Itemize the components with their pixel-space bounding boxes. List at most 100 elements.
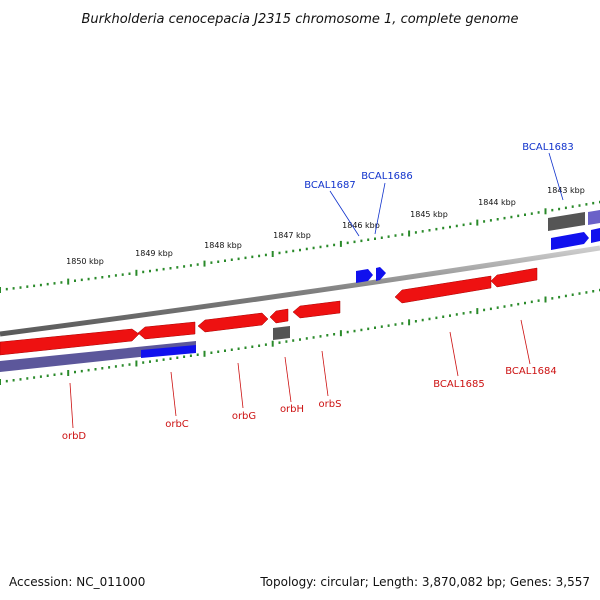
inner-tick <box>380 325 383 328</box>
inner-tick <box>578 292 581 295</box>
gene-orbG[interactable] <box>197 312 269 333</box>
inner-tick <box>258 344 261 347</box>
label-BCAL1683[interactable]: BCAL1683 <box>522 142 574 153</box>
inner-tick <box>360 328 363 332</box>
inner-tick <box>264 343 267 346</box>
outer-tick <box>251 255 254 259</box>
inner-tick <box>60 372 63 376</box>
label-BCAL1684[interactable]: BCAL1684 <box>505 366 557 377</box>
outer-tick <box>46 282 49 286</box>
label-orbS[interactable]: orbS <box>319 399 342 410</box>
outer-tick <box>196 263 199 266</box>
inner-tick <box>510 304 513 307</box>
outer-tick <box>5 287 8 291</box>
inner-tick <box>326 334 329 337</box>
outer-tick <box>176 266 179 269</box>
outer-tick <box>346 241 349 245</box>
gene-BCAL1687[interactable] <box>356 269 373 283</box>
outer-tick <box>476 219 479 226</box>
outer-tick <box>87 277 90 281</box>
inner-tick <box>476 308 479 315</box>
label-orbH[interactable]: orbH <box>280 404 304 415</box>
outer-tick <box>210 261 213 264</box>
outer-tick <box>469 222 472 225</box>
outer-tick <box>169 267 172 270</box>
inner-tick <box>387 324 390 327</box>
pseudo-gene-small[interactable] <box>273 326 290 340</box>
inner-tick <box>374 326 376 329</box>
inner-tick <box>33 376 36 379</box>
inner-tick <box>155 359 158 362</box>
forward-features <box>0 267 538 372</box>
gene-BCAL1683[interactable] <box>551 232 589 250</box>
gene-BCAL1684[interactable] <box>490 267 538 288</box>
outer-tick <box>94 276 97 280</box>
inner-tick <box>544 296 547 303</box>
gene-BCAL1686[interactable] <box>376 267 386 281</box>
inner-tick <box>271 340 274 347</box>
label-BCAL1687[interactable]: BCAL1687 <box>304 180 356 191</box>
inner-tick <box>421 318 424 322</box>
gene-orbC[interactable] <box>137 321 196 340</box>
tick-label-1850: 1850 kbp <box>66 257 104 266</box>
outer-tick <box>312 246 315 250</box>
inner-tick <box>401 322 404 325</box>
inner-tick <box>53 373 56 376</box>
outer-tick <box>449 225 451 229</box>
inner-tick <box>244 346 247 349</box>
label-BCAL1686[interactable]: BCAL1686 <box>361 171 413 182</box>
outer-tick <box>33 284 36 288</box>
inner-tick <box>551 297 554 300</box>
inner-tick <box>305 337 308 340</box>
gene-right-edge[interactable] <box>591 228 600 243</box>
label-orbC[interactable]: orbC <box>165 419 189 430</box>
outer-tick <box>60 281 63 284</box>
inner-tick <box>5 379 8 383</box>
outer-tick <box>435 227 438 231</box>
inner-tick <box>469 311 472 314</box>
inner-tick <box>346 330 349 334</box>
outer-tick <box>53 282 56 285</box>
inner-tick <box>564 294 567 298</box>
inner-tick <box>142 361 145 364</box>
pseudo-gene-BCAL1683[interactable] <box>548 212 585 231</box>
outer-tick <box>571 205 574 208</box>
label-orbD[interactable]: orbD <box>62 431 87 442</box>
outer-tick <box>524 213 526 216</box>
inner-tick <box>530 300 533 304</box>
accession-text: Accession: NC_011000 <box>9 575 145 589</box>
gene-orbS[interactable] <box>292 300 341 319</box>
outer-tick <box>101 276 104 279</box>
outer-tick <box>387 235 390 238</box>
inner-tick <box>339 330 342 337</box>
outer-tick <box>551 208 554 212</box>
gene-orbD[interactable] <box>0 328 140 356</box>
map-title: Burkholderia cenocepacia J2315 chromosom… <box>81 12 518 27</box>
gene-orbH[interactable] <box>269 308 289 324</box>
outer-tick <box>503 216 506 220</box>
outer-tick <box>421 230 424 233</box>
inner-tick <box>319 335 322 338</box>
inner-tick <box>408 319 411 326</box>
gene-orbC-reverse[interactable] <box>141 345 196 358</box>
gene-BCAL1685[interactable] <box>394 275 492 304</box>
outer-tick <box>517 214 520 218</box>
outer-tick <box>271 251 274 257</box>
label-orbG[interactable]: orbG <box>232 411 256 422</box>
repeat-region-right <box>588 210 600 225</box>
outer-tick <box>114 274 117 277</box>
inner-tick <box>183 355 186 358</box>
inner-tick <box>135 360 138 367</box>
outer-tick <box>26 285 29 288</box>
inner-tick <box>571 293 574 296</box>
tick-label-1845: 1845 kbp <box>410 210 448 219</box>
outer-tick <box>483 220 486 223</box>
outer-tick <box>326 244 329 248</box>
outer-tick <box>142 270 145 274</box>
outer-tick <box>183 265 186 268</box>
outer-tick <box>374 237 376 240</box>
inner-tick <box>292 339 295 342</box>
label-BCAL1685[interactable]: BCAL1685 <box>433 379 485 390</box>
outer-tick <box>305 247 308 251</box>
